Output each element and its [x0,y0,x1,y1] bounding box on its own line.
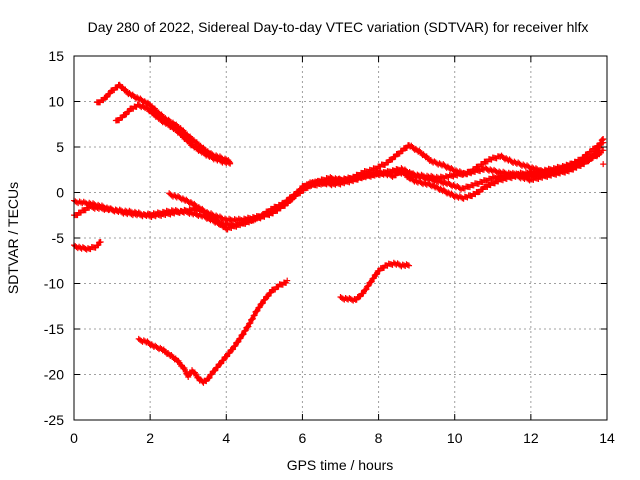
data-point [404,261,411,268]
data-points [71,81,607,386]
series-outlier [600,161,607,168]
y-tick-label: -10 [44,276,64,292]
data-point [237,335,244,342]
y-tick-label: -25 [44,412,64,428]
data-point [588,155,595,162]
x-tick-label: 2 [146,430,154,446]
data-point [97,238,104,245]
data-point [212,367,219,374]
data-point [227,160,234,167]
data-point [240,331,247,338]
data-point [600,147,607,154]
data-point [185,374,192,381]
data-point [245,323,252,330]
data-point [600,161,607,168]
data-point [242,327,249,334]
chart-title: Day 280 of 2022, Sidereal Day-to-day VTE… [88,19,589,35]
data-point [249,315,256,322]
data-point [256,304,263,311]
x-tick-label: 12 [523,430,539,446]
y-tick-label: 0 [56,185,64,201]
y-tick-label: 10 [48,94,64,110]
data-point [232,342,239,349]
data-point [265,292,272,299]
series-track-8 [337,259,413,304]
data-point [600,135,607,142]
data-point [259,300,266,307]
y-tick-label: 15 [48,48,64,64]
y-tick-label: -5 [52,230,65,246]
data-point [284,277,291,284]
series-track-5 [166,139,607,233]
data-point [220,357,227,364]
data-point [224,353,231,360]
x-axis-ticks: 0 2 4 6 8 10 12 14 [70,56,615,446]
data-point [251,311,258,318]
x-tick-label: 6 [299,430,307,446]
x-axis-label: GPS time / hours [287,457,394,473]
data-point [368,278,375,285]
data-point [218,360,225,367]
data-point [104,93,111,100]
series-track-6 [71,238,104,253]
y-axis-label: SDTVAR / TECUs [5,182,21,294]
data-point [594,147,601,154]
data-point [230,346,237,353]
data-point [591,151,598,158]
x-tick-label: 0 [70,430,78,446]
data-point [206,374,213,381]
y-axis-ticks: -25 -20 -15 -10 -5 0 5 10 15 [44,48,607,428]
data-point [406,262,413,269]
y-tick-label: 5 [56,139,64,155]
data-point [360,290,367,297]
series-track-2 [112,101,234,167]
data-point [226,349,233,356]
data-point [208,371,215,378]
y-tick-label: -20 [44,367,64,383]
data-point [235,338,242,345]
data-point [365,282,372,289]
data-point [262,296,269,303]
y-tick-label: -15 [44,321,64,337]
x-tick-label: 10 [447,430,463,446]
x-tick-label: 4 [222,430,230,446]
x-tick-label: 14 [599,430,615,446]
series-track-7 [135,277,291,386]
x-tick-label: 8 [375,430,383,446]
data-point [374,270,381,277]
series-track-9 [299,135,607,202]
data-point [225,159,232,166]
data-point [254,307,261,314]
data-point [363,286,370,293]
data-point [107,90,114,97]
data-point [247,319,254,326]
grid [74,56,607,420]
data-point [214,364,221,371]
data-point [371,275,378,282]
